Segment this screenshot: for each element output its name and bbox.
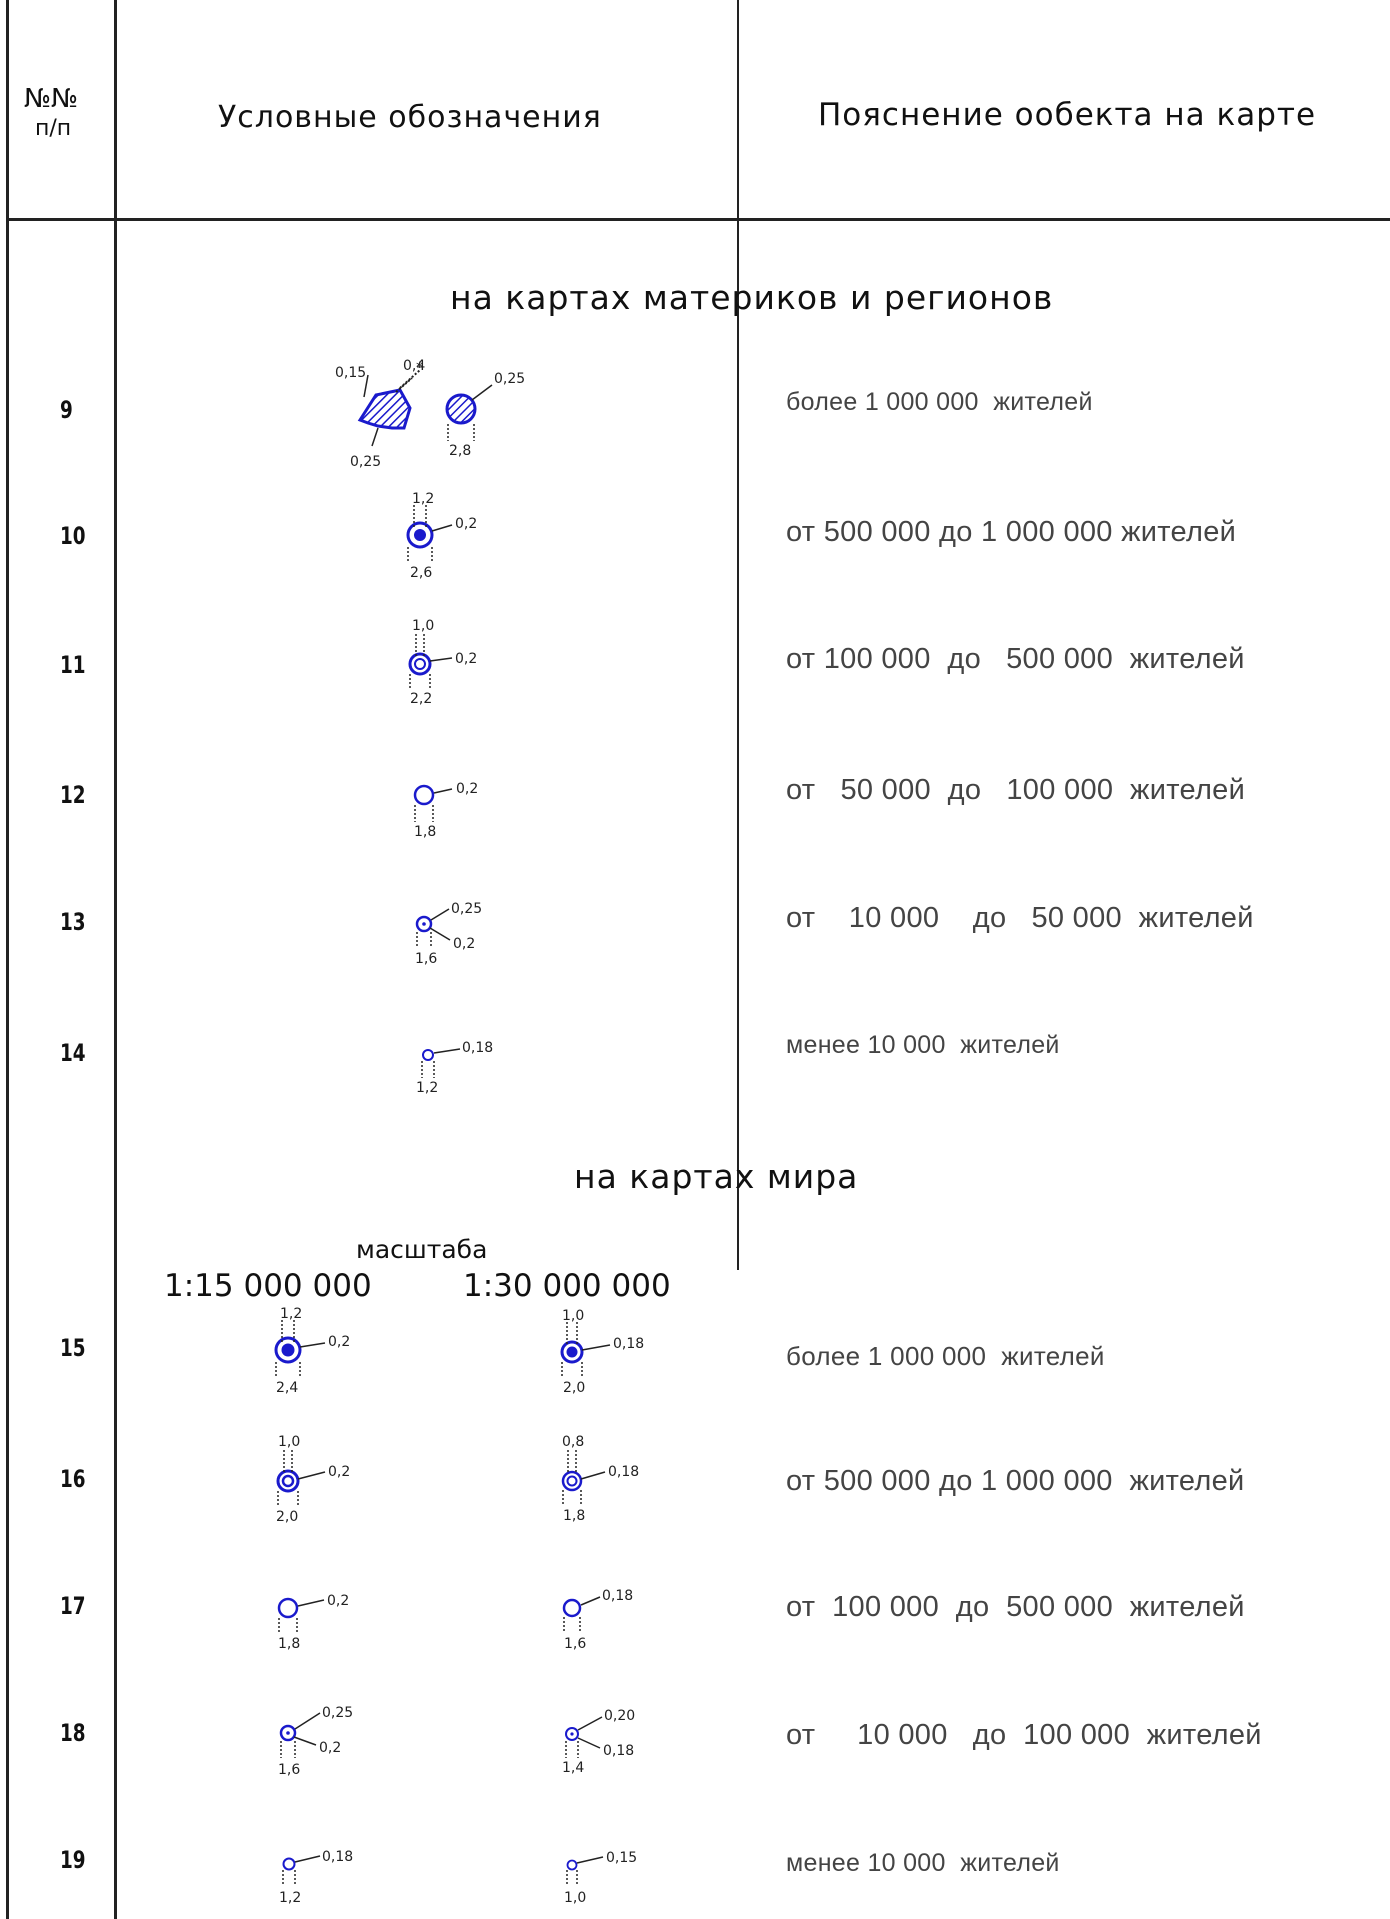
section-title-world: на картах мира: [574, 1157, 859, 1196]
dim-label: 2,0: [276, 1509, 298, 1525]
row-description: от 500 000 до 1 000 000 жителей: [786, 1465, 1245, 1497]
dim-label: 0,2: [455, 516, 477, 532]
scale-1: 1:15 000 000: [164, 1268, 372, 1304]
dim-label: 1,6: [564, 1636, 586, 1652]
dim-label: 2,0: [563, 1380, 585, 1396]
row-number: 19: [60, 1846, 86, 1874]
dim-label: 0,8: [562, 1434, 584, 1450]
row-number: 12: [60, 781, 86, 809]
scale-label: масштаба: [356, 1235, 488, 1264]
row-description: от 10 000 до 100 000 жителей: [786, 1719, 1262, 1751]
dim-label: 0,2: [456, 781, 478, 797]
dim-label: 1,0: [564, 1890, 586, 1906]
city-symbol-500k: 1,2 0,2 2,6: [406, 491, 477, 581]
world-city-symbol-500k-a: 1,0 0,2 2,0: [276, 1434, 350, 1525]
scale-2: 1:30 000 000: [463, 1268, 671, 1304]
dim-label: 1,6: [278, 1762, 300, 1778]
dim-label: 0,18: [613, 1336, 644, 1352]
section-title-regions: на картах материков и регионов: [450, 278, 1054, 317]
header-explanation: Пояснение ообекта на карте: [818, 97, 1317, 133]
row-number: 10: [60, 522, 86, 550]
dim-label: 0,25: [322, 1705, 353, 1721]
dim-label: 0,2: [327, 1593, 349, 1609]
header-num-line1: №№: [24, 84, 79, 114]
row-number: 11: [60, 651, 86, 679]
col-divider-1: [114, 0, 117, 1919]
row-number: 18: [60, 1719, 86, 1747]
dim-label: 0,2: [328, 1334, 350, 1350]
dim-label: 1,6: [415, 951, 437, 967]
world-city-symbol-1m-a: 1,2 0,2 2,4: [274, 1306, 350, 1396]
row-number: 14: [60, 1039, 86, 1067]
large-city-outline-symbol: * 0,15 0,4 0,25: [335, 358, 425, 470]
row-description: от 10 000 до 50 000 жителей: [786, 902, 1254, 934]
dim-label: 2,6: [410, 565, 432, 581]
dim-label: 0,2: [453, 936, 475, 952]
world-city-symbol-100k-b: 0,18 1,6: [562, 1588, 633, 1652]
city-symbol-10k: 0,25 0,2 1,6: [415, 901, 482, 967]
row-number: 16: [60, 1465, 86, 1493]
dim-label: 0,15: [335, 365, 366, 381]
world-city-symbol-500k-b: 0,8 0,18 1,8: [561, 1434, 639, 1524]
row-number: 15: [60, 1334, 86, 1362]
header-num-line2: п/п: [35, 116, 72, 141]
world-city-symbol-1m-b: 1,0 0,18 2,0: [560, 1308, 644, 1396]
city-symbol-50k: 0,2 1,8: [413, 781, 478, 840]
dim-label: 1,4: [562, 1760, 584, 1776]
col-divider-2: [737, 0, 739, 1270]
dim-label: 1,2: [412, 491, 434, 507]
row-description: от 100 000 до 500 000 жителей: [786, 643, 1245, 675]
left-border: [6, 0, 9, 1919]
svg-text:*: *: [416, 360, 423, 376]
world-city-symbol-100k-a: 0,2 1,8: [277, 1593, 349, 1652]
dim-label: 0,25: [451, 901, 482, 917]
dim-label: 0,4: [403, 358, 425, 374]
dim-label: 1,8: [278, 1636, 300, 1652]
row-number: 13: [60, 908, 86, 936]
row-description: от 50 000 до 100 000 жителей: [786, 774, 1246, 806]
dim-label: 1,0: [278, 1434, 300, 1450]
world-city-symbol-small-b: 0,15 1,0: [564, 1850, 637, 1906]
dim-label: 0,20: [604, 1708, 635, 1724]
dim-label: 0,25: [494, 371, 525, 387]
dim-label: 0,18: [322, 1849, 353, 1865]
dim-label: 1,0: [562, 1308, 584, 1324]
header-symbols: Условные обозначения: [218, 100, 602, 135]
dim-label: 2,8: [449, 443, 471, 459]
row-number: 9: [60, 396, 73, 424]
row-description: более 1 000 000 жителей: [786, 388, 1093, 416]
dim-label: 0,18: [603, 1743, 634, 1759]
dim-label: 0,25: [350, 454, 381, 470]
world-city-symbol-small-a: 0,18 1,2: [279, 1849, 353, 1906]
dim-label: 2,2: [410, 691, 432, 707]
large-city-circle-symbol: 0,25 2,8: [445, 371, 525, 459]
dim-label: 1,2: [279, 1890, 301, 1906]
world-city-symbol-10k-a: 0,25 0,2 1,6: [278, 1705, 353, 1778]
row-number: 17: [60, 1592, 86, 1620]
dim-label: 2,4: [276, 1380, 298, 1396]
row-description: менее 10 000 жителей: [786, 1031, 1060, 1059]
world-city-symbol-10k-b: 0,20 0,18 1,4: [562, 1708, 635, 1776]
dim-label: 1,2: [280, 1306, 302, 1322]
dim-label: 0,2: [328, 1464, 350, 1480]
dim-label: 1,8: [414, 824, 436, 840]
dim-label: 1,0: [412, 618, 434, 634]
dim-label: 0,18: [602, 1588, 633, 1604]
row-description: более 1 000 000 жителей: [786, 1341, 1105, 1371]
dim-label: 0,2: [319, 1740, 341, 1756]
dim-label: 0,18: [608, 1464, 639, 1480]
city-symbol-small: 0,18 1,2: [416, 1040, 493, 1096]
dim-label: 1,2: [416, 1080, 438, 1096]
dim-label: 0,18: [462, 1040, 493, 1056]
row-description: менее 10 000 жителей: [786, 1849, 1060, 1877]
dim-label: 0,15: [606, 1850, 637, 1866]
row-description: от 100 000 до 500 000 жителей: [786, 1591, 1245, 1623]
city-symbol-100k: 1,0 0,2 2,2: [408, 618, 477, 707]
row-description: от 500 000 до 1 000 000 жителей: [786, 516, 1237, 548]
dim-label: 0,2: [455, 651, 477, 667]
dim-label: 1,8: [563, 1508, 585, 1524]
header-bottom-rule: [6, 218, 1390, 221]
